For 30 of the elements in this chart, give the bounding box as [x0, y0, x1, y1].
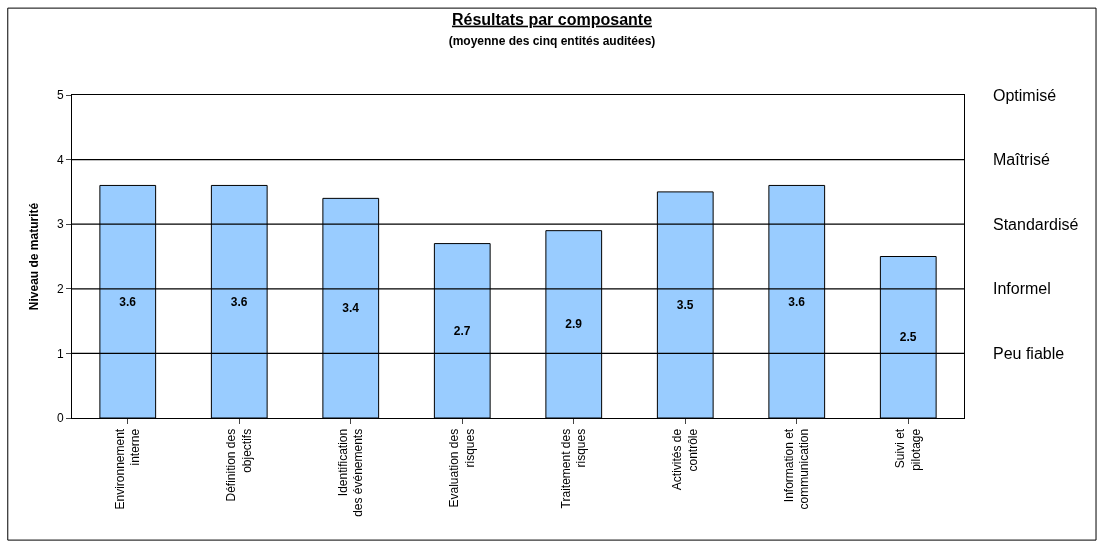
x-tick-label: Environnement interne: [112, 428, 143, 510]
y-axis-title: Niveau de maturité: [27, 202, 42, 311]
y-tick-label: 2: [56, 282, 64, 296]
data-label: 3.5: [676, 297, 694, 312]
data-label: 2.9: [565, 317, 583, 332]
y-tick-label: 0: [56, 411, 64, 426]
ref-line-label: Peu fiable: [993, 345, 1065, 362]
y-tick-label: 5: [56, 88, 64, 103]
x-tick-label: Identification des événements: [335, 428, 366, 517]
data-label: 3.6: [230, 294, 248, 309]
data-label: 3.6: [119, 294, 137, 309]
y-tick-label: 4: [56, 152, 64, 167]
data-label: 2.5: [899, 330, 917, 345]
x-tick-label: Traitement des risques: [558, 428, 589, 509]
chart-title: Résultats par composante: [451, 10, 653, 28]
chart-subtitle: (moyenne des cinq entités auditées): [448, 34, 656, 49]
x-tick-label: Activités de contrôle: [670, 428, 700, 491]
x-tick-label: Définition des objectifs: [224, 428, 254, 502]
x-tick-label: Suivi et pilotage: [893, 428, 923, 471]
data-label: 3.4: [342, 301, 360, 316]
ref-line-label: Informel: [993, 280, 1051, 297]
x-tick-label: Evaluation des risques: [447, 428, 477, 508]
x-tick-label: Information et communication: [781, 428, 812, 510]
y-tick-label: 1: [56, 346, 64, 361]
text: Optimisé: [993, 87, 1057, 104]
y-tick-label: 3: [56, 217, 64, 232]
ref-line-label: Maîtrisé: [993, 151, 1050, 168]
data-label: 2.7: [453, 323, 471, 338]
ref-line-label: Standardisé: [993, 216, 1079, 233]
data-label: 3.6: [788, 294, 806, 309]
